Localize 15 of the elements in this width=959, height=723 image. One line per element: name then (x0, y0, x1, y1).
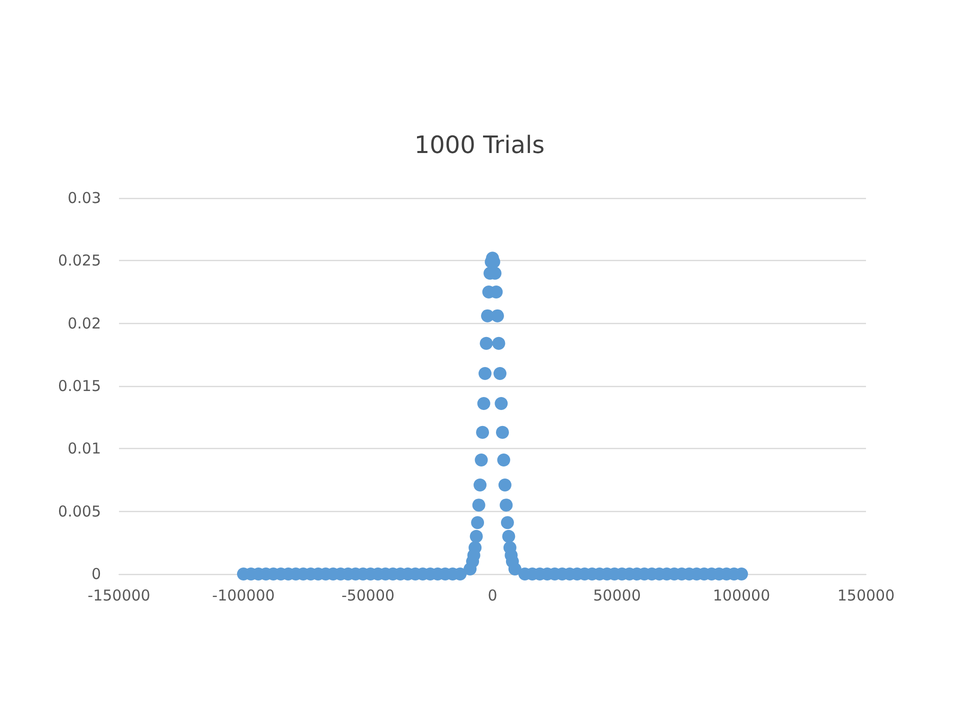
x-tick-label: -50000 (341, 586, 395, 604)
x-tick-label: -100000 (212, 586, 275, 604)
y-tick-label: 0 (91, 565, 101, 583)
x-tick-label: 100000 (712, 586, 770, 604)
chart-title: 1000 Trials (414, 131, 545, 159)
y-tick-label: 0.03 (68, 189, 101, 207)
y-tick-label: 0.025 (58, 252, 101, 270)
y-tick-label: 0.01 (68, 440, 101, 458)
x-tick-label: -150000 (88, 586, 150, 604)
x-tick-label: 50000 (593, 586, 641, 604)
y-tick-label: 0.02 (68, 314, 101, 332)
x-tick-label: 150000 (837, 586, 895, 604)
y-tick-label: 0.005 (58, 502, 101, 520)
x-tick-label: 0 (488, 586, 498, 604)
y-tick-label: 0.015 (58, 377, 101, 395)
